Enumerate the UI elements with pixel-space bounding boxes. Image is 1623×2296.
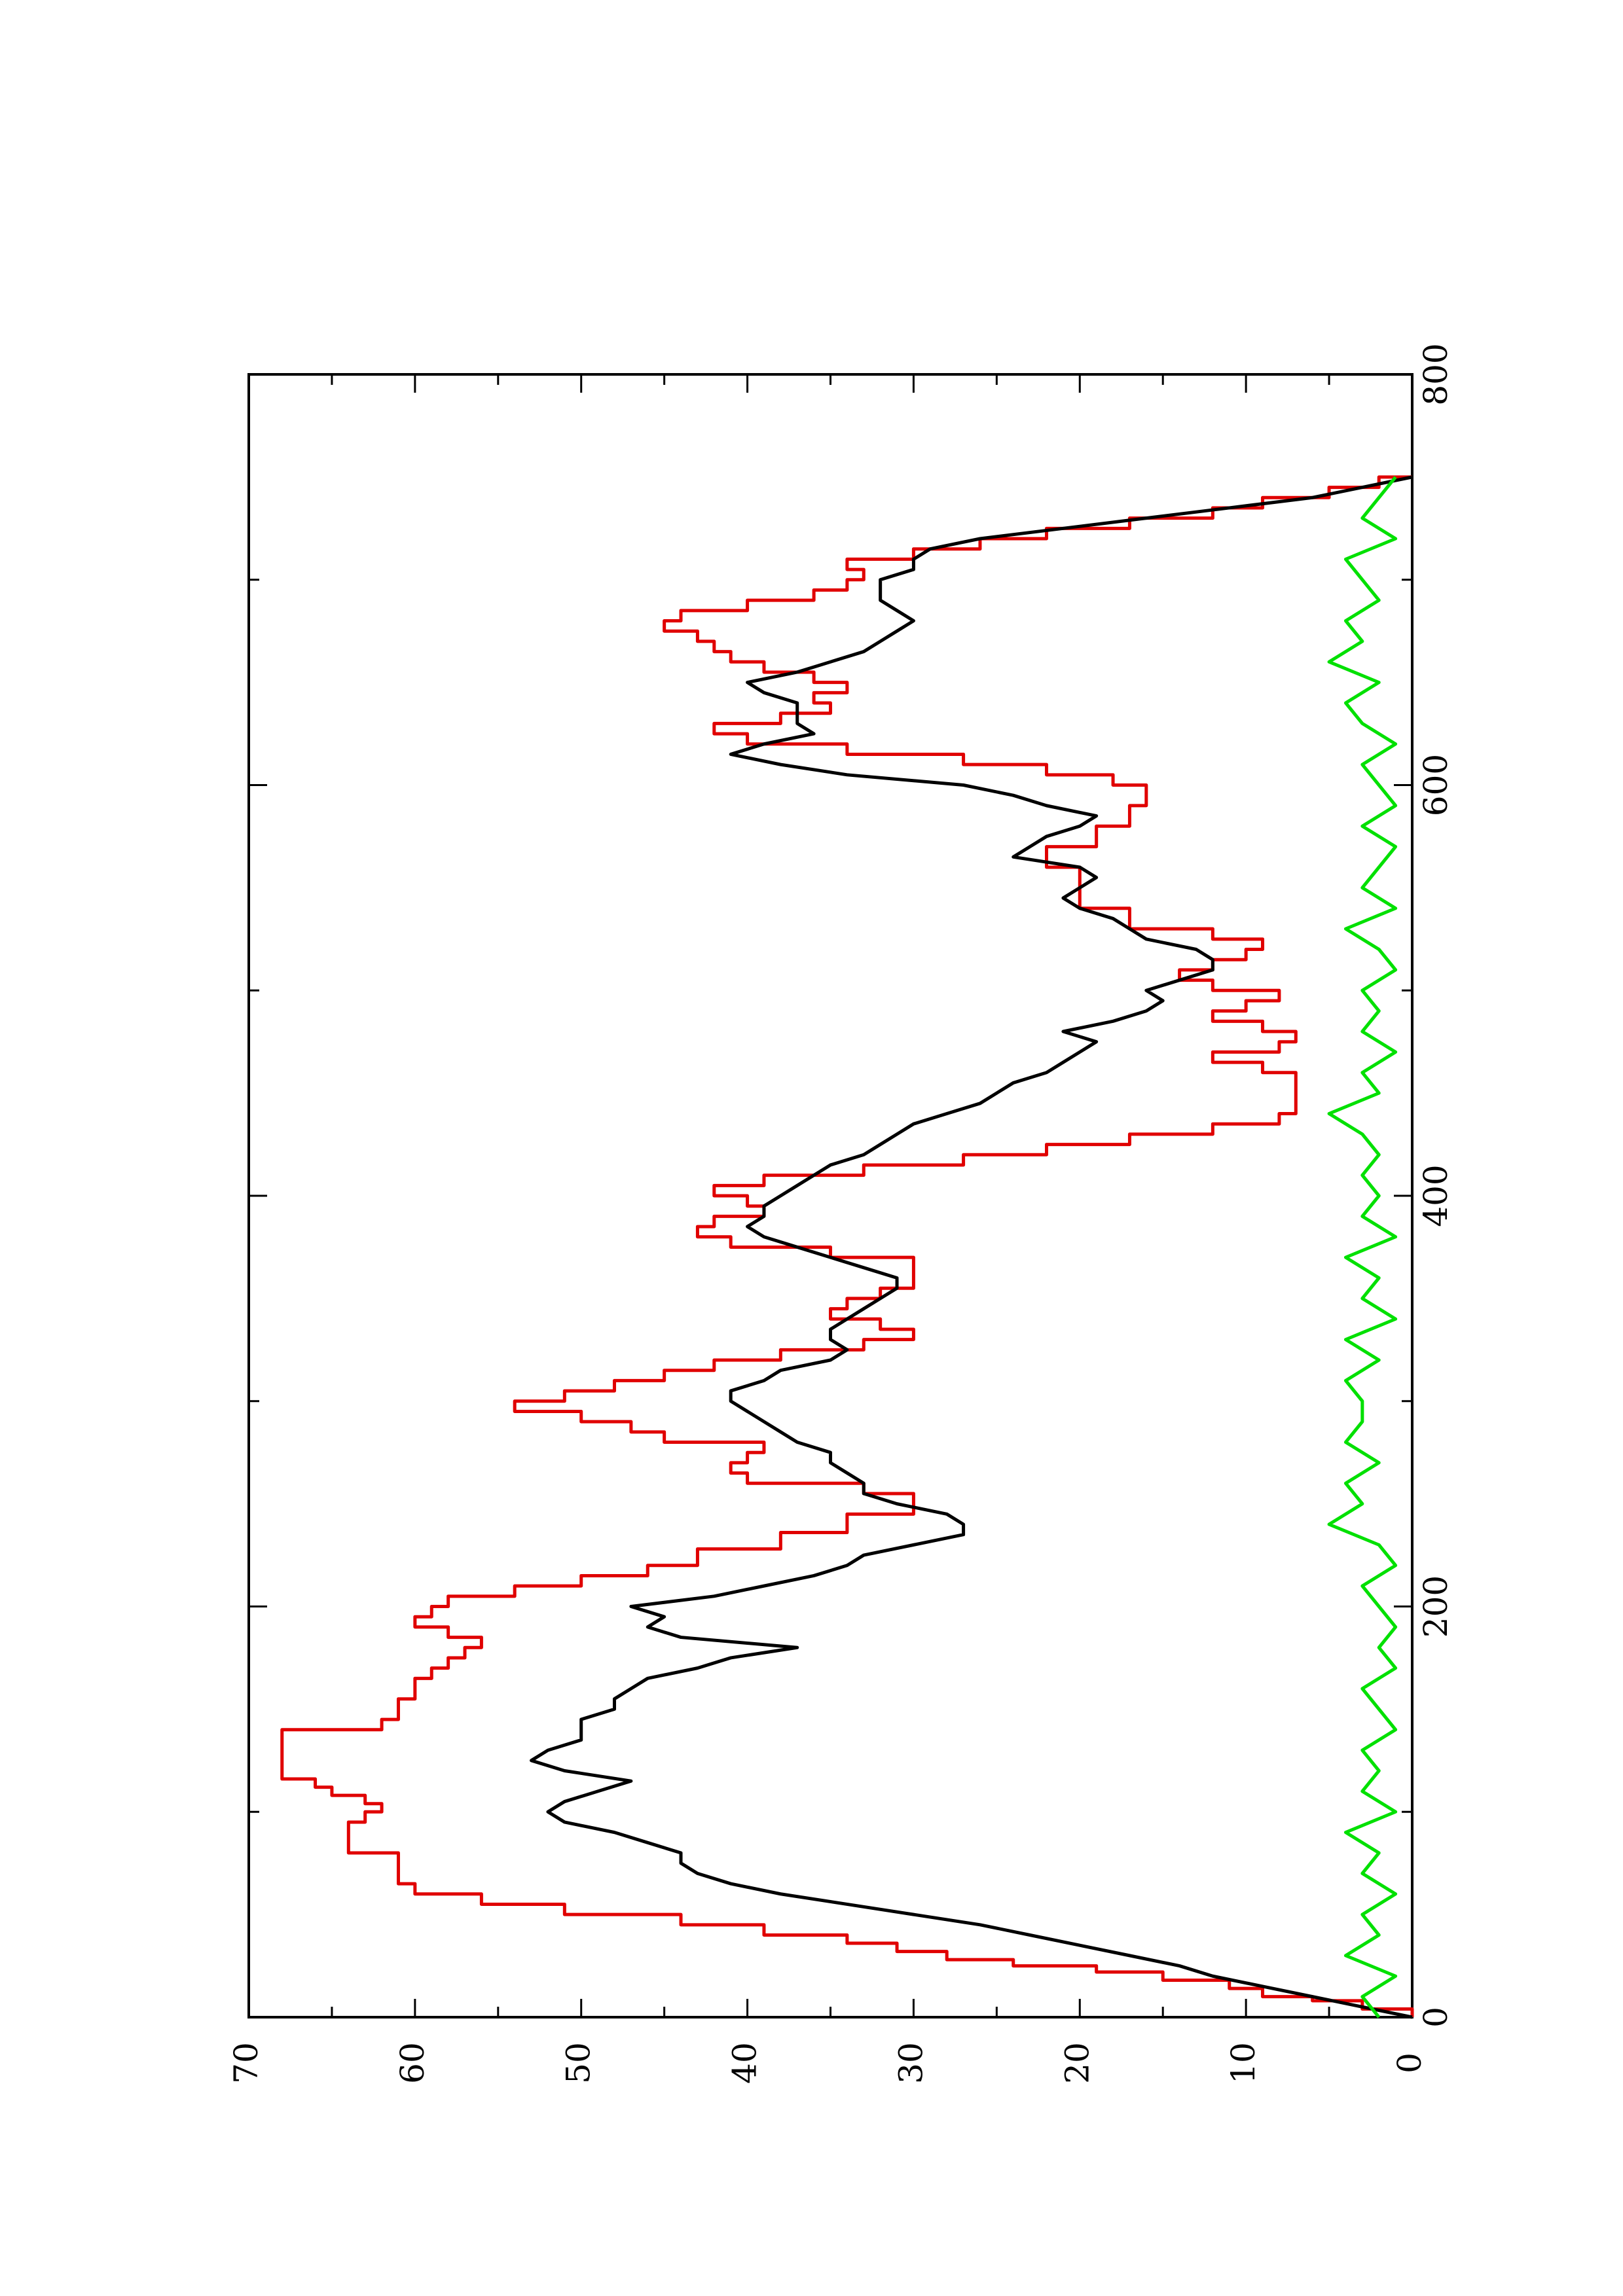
x-tick-label: 800 xyxy=(1417,343,1455,405)
y-tick-label: 20 xyxy=(1058,2042,1096,2084)
series-line-0 xyxy=(280,475,1414,2017)
tick-labels: 0 200 400 600 800 0 10 20 30 40 50 60 70 xyxy=(227,343,1455,2084)
series-line-2 xyxy=(1327,476,1398,2018)
y-tick-label: 0 xyxy=(1391,2053,1429,2073)
x-tick-label: 200 xyxy=(1417,1575,1455,1638)
y-tick-label: 60 xyxy=(393,2042,431,2084)
y-tick-label: 40 xyxy=(726,2042,764,2084)
series-line-1 xyxy=(530,475,1413,2019)
y-tick-label: 70 xyxy=(227,2042,265,2084)
y-tick-label: 10 xyxy=(1224,2042,1262,2084)
x-tick-label: 0 xyxy=(1417,2007,1455,2028)
y-tick-label: 50 xyxy=(560,2042,598,2084)
x-tick-label: 600 xyxy=(1417,754,1455,816)
x-tick-label: 400 xyxy=(1417,1164,1455,1227)
axis-ticks xyxy=(247,373,1413,2018)
y-tick-label: 30 xyxy=(892,2042,930,2084)
series-layer xyxy=(280,475,1414,2019)
plot-frame xyxy=(247,373,1413,2018)
